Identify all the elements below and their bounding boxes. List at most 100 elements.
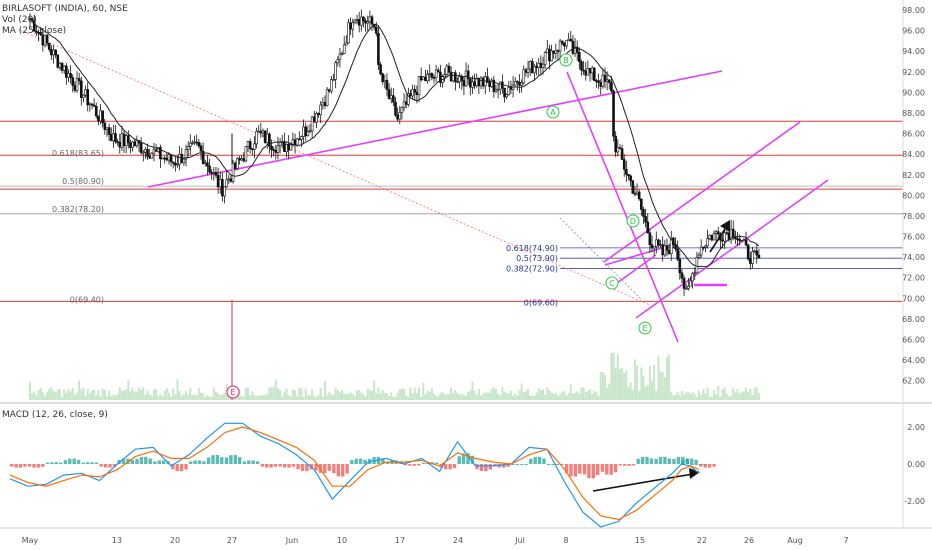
volume-bar — [332, 395, 335, 400]
macd-arrow-head — [689, 468, 700, 479]
candle-body — [424, 76, 427, 82]
macd-histogram-bar — [260, 464, 264, 467]
macd-histogram-bar — [10, 464, 14, 467]
volume-bar — [428, 391, 431, 400]
macd-histogram-bar — [533, 456, 537, 464]
macd-histogram-bar — [265, 464, 269, 468]
volume-bar — [67, 389, 70, 400]
macd-histogram-bar — [211, 455, 215, 464]
volume-bar — [531, 395, 534, 400]
candle-body — [233, 162, 237, 170]
candle-body — [486, 76, 489, 83]
volume-bar — [695, 396, 698, 400]
candle-body — [753, 250, 756, 253]
candle-body — [501, 81, 504, 89]
candle-body — [749, 258, 752, 264]
macd-histogram-bar — [600, 464, 605, 472]
candle-body — [80, 80, 83, 98]
candle-body — [285, 144, 288, 152]
volume-bar — [349, 392, 352, 400]
volume-bar — [116, 394, 119, 400]
volume-bar — [161, 396, 164, 400]
candle-body — [543, 52, 547, 65]
candle-body — [257, 130, 261, 133]
macd-histogram-bar — [323, 464, 327, 473]
volume-bar — [561, 391, 564, 400]
volume-bar — [719, 396, 722, 400]
volume-bar — [167, 392, 170, 400]
volume-bar — [717, 386, 720, 400]
volume-bar — [678, 395, 681, 400]
macd-histogram-bar — [148, 458, 152, 464]
volume-bar — [206, 395, 209, 400]
volume-bar — [377, 387, 380, 400]
date-tick-label: Jul — [514, 536, 525, 545]
volume-bar — [309, 395, 312, 400]
candle-body — [744, 239, 748, 246]
volume-bar — [422, 382, 425, 400]
macd-histogram-bar — [45, 462, 50, 464]
volume-bar — [456, 392, 459, 400]
candle-body — [255, 131, 258, 145]
macd-histogram-bar — [179, 464, 184, 472]
wave-label: B — [563, 56, 569, 65]
candle-body — [597, 80, 600, 83]
volume-bar — [691, 392, 694, 400]
macd-histogram-bar — [139, 456, 144, 464]
volume-bar — [710, 396, 713, 400]
macd-histogram-bar — [50, 462, 54, 464]
candle-body — [575, 46, 579, 53]
candle-body — [368, 16, 372, 22]
candle-body — [421, 76, 425, 81]
macd-histogram-bar — [350, 460, 354, 464]
macd-histogram-bar — [560, 464, 564, 465]
candle-body — [274, 149, 278, 153]
volume-bar — [522, 391, 525, 400]
price-tick-label: 96.00 — [902, 27, 925, 36]
candle-body — [479, 77, 483, 87]
volume-bar — [54, 392, 57, 400]
macd-histogram-bar — [32, 464, 36, 468]
candle-body — [139, 142, 143, 153]
date-tick-label: 13 — [112, 536, 122, 545]
macd-histogram-bar — [564, 464, 569, 474]
volume-bar — [661, 372, 664, 400]
macd-histogram-bar — [631, 464, 636, 466]
candle-body — [58, 62, 62, 68]
price-tick-label: 88.00 — [902, 109, 925, 118]
date-tick-label: 26 — [744, 536, 754, 545]
volume-bar — [469, 390, 472, 400]
volume-bar — [31, 393, 34, 400]
volume-bar — [715, 394, 718, 400]
volume-bar — [193, 394, 196, 400]
volume-bar — [73, 394, 76, 400]
up-arrow-head — [720, 220, 730, 232]
macd-histogram-bar — [511, 464, 515, 465]
macd-histogram-bar — [273, 464, 278, 467]
candle-body — [227, 178, 231, 181]
macd-histogram-bar — [63, 460, 68, 464]
candle-body — [295, 138, 299, 146]
candle-body — [84, 89, 87, 96]
date-tick-label: 22 — [697, 536, 707, 545]
candle-body — [706, 238, 709, 247]
volume-bar — [704, 393, 707, 400]
volume-bar — [178, 391, 181, 400]
volume-bar — [432, 393, 435, 400]
macd-histogram-bar — [72, 458, 76, 464]
candle-body — [541, 63, 545, 68]
volume-bar — [757, 393, 760, 400]
volume-bar — [462, 395, 465, 400]
candle-body — [319, 104, 323, 115]
candle-body — [460, 76, 464, 81]
candle-body — [67, 73, 70, 78]
macd-histogram-bar — [278, 464, 282, 467]
candle-body — [298, 138, 301, 141]
volume-bar — [328, 392, 331, 400]
macd-histogram-bar — [233, 455, 237, 464]
volume-bar — [633, 359, 636, 400]
volume-bar — [700, 394, 703, 400]
candle-body — [97, 115, 100, 122]
candle-body — [118, 141, 122, 148]
volume-bar — [450, 387, 453, 400]
